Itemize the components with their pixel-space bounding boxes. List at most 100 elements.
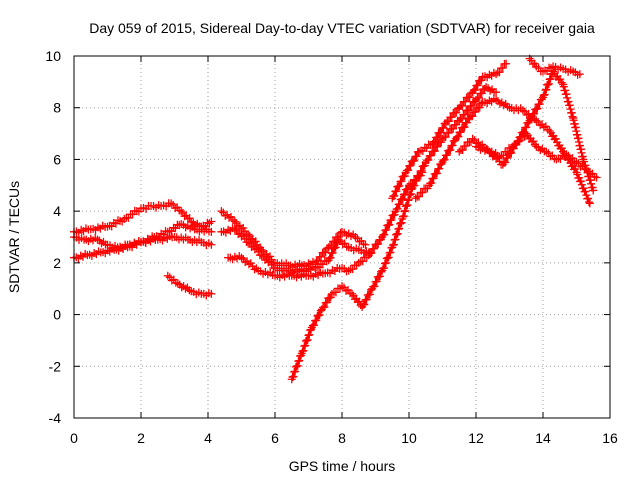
data-point-interp	[432, 169, 441, 178]
data-point	[217, 207, 226, 216]
data-point	[338, 282, 346, 291]
data-point-interp	[471, 85, 480, 94]
data-point-interp	[474, 93, 483, 102]
data-point-interp	[551, 134, 560, 143]
data-point-interp	[575, 173, 584, 182]
data-point-interp	[448, 141, 457, 150]
data-point-interp	[498, 64, 507, 73]
data-point-interp	[293, 361, 302, 370]
data-point-interp	[480, 84, 489, 93]
data-point-interp	[303, 335, 312, 344]
data-point-interp	[503, 153, 512, 162]
data-point-interp	[460, 123, 469, 132]
data-point	[518, 106, 527, 115]
data-point-interp	[167, 276, 176, 285]
data-point	[532, 142, 541, 151]
data-point-interp	[516, 132, 525, 141]
data-point-interp	[582, 191, 591, 200]
data-point	[244, 230, 253, 239]
series-track-i	[388, 59, 511, 203]
data-point-interp	[406, 189, 415, 198]
data-point-interp	[415, 192, 424, 201]
data-point-interp	[564, 97, 573, 106]
y-tick-label: 6	[53, 151, 61, 167]
data-point-interp	[426, 151, 435, 160]
data-point-interp	[301, 341, 310, 350]
chart-title: Day 059 of 2015, Sidereal Day-to-day VTE…	[89, 20, 595, 36]
data-point-interp	[412, 176, 421, 185]
data-point-interp	[289, 372, 298, 381]
data-point-interp	[486, 86, 495, 95]
data-point	[93, 235, 102, 244]
data-point-interp	[331, 243, 340, 252]
data-point-interp	[185, 214, 194, 223]
data-point-interp	[412, 152, 421, 161]
data-point-interp	[315, 311, 324, 320]
data-point-interp	[441, 133, 450, 142]
data-point-interp	[462, 118, 471, 127]
data-point-interp	[404, 195, 413, 204]
data-point	[532, 116, 541, 125]
data-point	[492, 88, 501, 97]
data-point-interp	[305, 330, 314, 339]
series-track-c	[70, 220, 216, 263]
data-point-interp	[452, 120, 461, 129]
data-point-interp	[446, 146, 455, 155]
data-point-interp	[429, 174, 438, 183]
data-point-interp	[556, 154, 565, 163]
series-track-h	[287, 83, 501, 384]
data-point	[163, 271, 172, 280]
series-track-a	[70, 199, 216, 237]
data-point	[237, 253, 246, 262]
data-point	[585, 199, 594, 208]
data-point-interp	[579, 157, 588, 166]
data-point-interp	[420, 161, 429, 170]
data-point-interp	[447, 113, 456, 122]
data-point-interp	[452, 108, 461, 117]
data-point	[361, 240, 370, 249]
data-point	[187, 217, 196, 226]
data-point-interp	[563, 93, 572, 102]
data-point-interp	[398, 194, 407, 203]
data-point-interp	[395, 199, 404, 208]
data-point-interp	[395, 224, 404, 233]
data-point-interp	[390, 191, 399, 200]
data-point-interp	[468, 112, 477, 121]
data-point-interp	[395, 181, 404, 190]
data-point-interp	[251, 237, 260, 246]
data-point-interp	[385, 220, 394, 229]
y-tick-label: -4	[49, 410, 62, 426]
data-point-interp	[410, 181, 419, 190]
data-point-interp	[577, 180, 586, 189]
data-point-interp	[342, 286, 351, 295]
data-point-interp	[417, 166, 426, 175]
data-point-interp	[331, 288, 340, 297]
data-point-interp	[465, 106, 474, 115]
data-point-interp	[410, 156, 419, 165]
data-point	[230, 225, 239, 234]
data-point-interp	[360, 300, 369, 309]
data-point-interp	[359, 240, 368, 249]
data-point-interp	[449, 124, 458, 133]
data-point-interp	[424, 156, 433, 165]
data-point	[468, 134, 477, 143]
data-point	[207, 217, 216, 226]
data-point	[327, 289, 336, 298]
data-point-interp	[530, 109, 539, 118]
data-point	[575, 70, 584, 79]
data-point-interp	[393, 229, 402, 238]
data-point-interp	[381, 258, 390, 267]
data-point-interp	[568, 112, 577, 121]
data-point-interp	[393, 204, 402, 213]
data-point	[502, 59, 511, 68]
data-point	[230, 217, 239, 226]
data-point-interp	[317, 252, 326, 261]
data-point-interp	[338, 240, 347, 249]
x-tick-label: 2	[137, 430, 145, 446]
x-tick-label: 14	[535, 430, 551, 446]
data-point-interp	[458, 101, 467, 110]
data-point-interp	[389, 240, 398, 249]
series-track-d	[163, 271, 216, 300]
data-point-interp	[439, 123, 448, 132]
